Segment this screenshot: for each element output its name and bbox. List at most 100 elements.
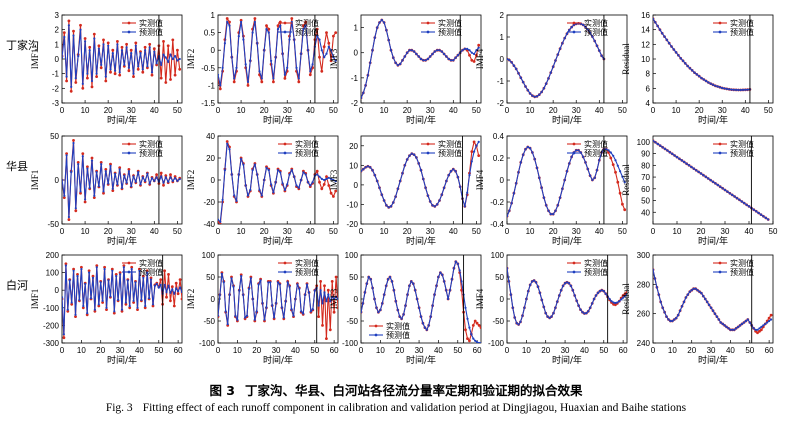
predicted-point (534, 281, 538, 284)
predicted-point (477, 140, 480, 143)
predicted-point (445, 179, 448, 183)
predicted-point (470, 51, 473, 54)
y-tick-label: -50 (492, 317, 504, 326)
predicted-point (155, 282, 158, 286)
predicted-point (259, 279, 262, 282)
predicted-point (70, 171, 73, 174)
predicted-point (219, 84, 222, 87)
observed-point (178, 67, 182, 71)
y-tick-label: -50 (346, 317, 358, 326)
observed-point (120, 309, 124, 313)
predicted-point (269, 281, 272, 284)
predicted-point (653, 277, 657, 280)
predicted-point (735, 197, 739, 200)
predicted-point (282, 316, 285, 319)
predicted-point (253, 318, 256, 321)
predicted-point (132, 72, 135, 75)
predicted-point (150, 177, 154, 180)
predicted-point (618, 300, 621, 303)
predicted-point (256, 42, 259, 45)
y-axis-label: IMF2 (186, 289, 196, 310)
predicted-point (107, 44, 110, 47)
predicted-point (429, 200, 432, 203)
observed-point (104, 79, 108, 83)
predicted-point (529, 92, 532, 95)
legend-label-predicted: 预测值 (295, 267, 319, 277)
predicted-point (100, 163, 103, 166)
predicted-point (549, 213, 552, 216)
x-tick-label: 40 (580, 346, 589, 355)
predicted-point (529, 147, 532, 150)
observed-point (319, 280, 322, 283)
predicted-point (663, 311, 666, 314)
y-tick-label: -2 (52, 84, 60, 93)
predicted-point (162, 53, 165, 56)
predicted-point (666, 149, 669, 152)
predicted-point (670, 45, 673, 48)
predicted-point (708, 303, 711, 306)
predicted-point (450, 278, 454, 281)
predicted-point (263, 318, 266, 321)
observed-point (79, 23, 82, 27)
legend-label-observed: 实测值 (139, 258, 163, 268)
x-tick-label: 20 (260, 227, 269, 236)
observed-point (616, 180, 620, 184)
x-tick-label: 0 (505, 346, 510, 355)
legend-marker-predicted (426, 30, 430, 34)
legend-marker-predicted (283, 30, 287, 34)
x-tick-label: 40 (434, 346, 443, 355)
x-tick-label: 0 (505, 106, 510, 115)
predicted-point (365, 282, 368, 285)
predicted-point (686, 293, 689, 296)
y-tick-label: 40 (641, 208, 650, 217)
predicted-point (179, 286, 182, 289)
predicted-point (325, 52, 328, 55)
legend-marker-predicted (572, 151, 576, 155)
predicted-point (698, 75, 701, 78)
predicted-point (426, 194, 429, 197)
y-tick-label: -40 (203, 220, 215, 229)
x-tick-label: 50 (472, 106, 481, 115)
y-tick-label: 2 (500, 11, 505, 20)
predicted-point (247, 287, 251, 290)
predicted-point (679, 57, 682, 60)
predicted-point (711, 83, 715, 86)
predicted-point (95, 72, 98, 75)
predicted-point (139, 52, 142, 55)
predicted-point (396, 64, 399, 67)
predicted-point (422, 177, 425, 181)
y-tick-label: 70 (641, 173, 650, 182)
predicted-point (408, 154, 411, 157)
predicted-point (327, 293, 330, 296)
predicted-point (385, 204, 388, 207)
predicted-point (240, 20, 243, 24)
y-tick-label: 50 (50, 132, 59, 141)
predicted-point (596, 291, 600, 294)
predicted-point (72, 34, 75, 37)
x-tick-label: 10 (237, 106, 246, 115)
predicted-point (510, 202, 513, 205)
legend-marker-predicted (718, 151, 722, 155)
predicted-point (591, 35, 594, 38)
predicted-point (396, 308, 399, 312)
plot-frame (652, 135, 774, 225)
predicted-point (737, 88, 740, 92)
predicted-point (533, 279, 536, 282)
predicted-point (238, 289, 241, 292)
observed-point (327, 184, 331, 187)
predicted-point (288, 38, 291, 41)
x-tick-label: 20 (687, 346, 696, 355)
y-tick-label: 50 (206, 273, 215, 282)
x-tick-label: 60 (619, 346, 628, 355)
predicted-point (280, 306, 283, 309)
observed-point (132, 75, 135, 78)
predicted-point (417, 55, 420, 58)
predicted-point (577, 149, 580, 152)
predicted-point (443, 52, 446, 56)
y-tick-label: -100 (488, 339, 505, 348)
y-axis-label: IMF4 (475, 288, 485, 309)
predicted-point (401, 172, 404, 175)
